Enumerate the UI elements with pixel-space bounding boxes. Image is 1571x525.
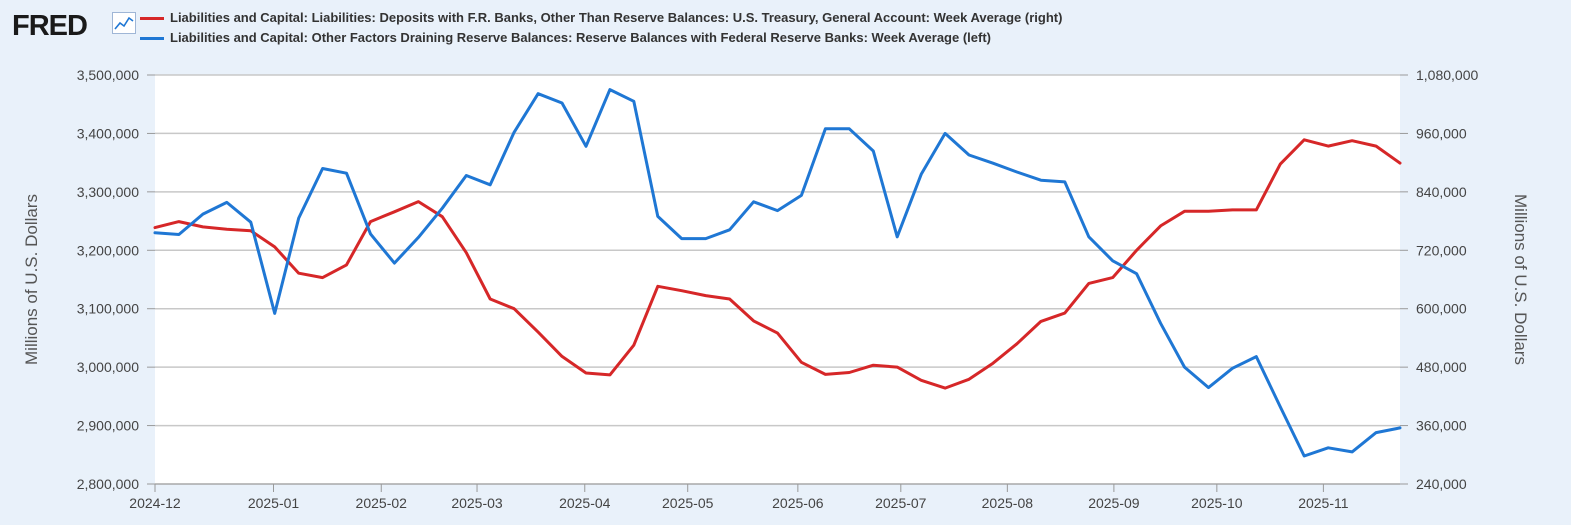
left-tick-label: 3,200,000 [77,242,139,258]
x-tick-label: 2025-01 [248,495,300,511]
left-tick-label: 3,500,000 [77,67,139,83]
x-tick-label: 2025-07 [875,495,927,511]
series-line-reserves[interactable] [153,88,1402,458]
x-tick-label: 2025-05 [662,495,714,511]
left-tick-label: 2,900,000 [77,418,139,434]
legend-label-reserves: Liabilities and Capital: Other Factors D… [170,30,991,45]
x-tick-label: 2024-12 [129,495,181,511]
right-tick-label: 840,000 [1416,184,1467,200]
x-tick-label: 2025-11 [1298,495,1349,511]
right-axis-title: Millions of U.S. Dollars [1511,194,1530,365]
x-tick-label: 2025-02 [356,495,408,511]
x-tick-label: 2025-10 [1191,495,1243,511]
legend-swatch-reserves [140,37,164,40]
x-axis: 2024-12 2025-01 2025-02 2025-03 2025-04 2025-… [129,483,1400,511]
x-tick-label: 2025-03 [451,495,503,511]
right-tick-label: 1,080,000 [1416,67,1478,83]
legend-item-reserves[interactable]: Liabilities and Capital: Other Factors D… [140,28,1062,48]
legend-item-treasury[interactable]: Liabilities and Capital: Liabilities: De… [140,8,1062,28]
left-tick-label: 3,400,000 [77,125,139,141]
legend-swatch-treasury [140,17,164,20]
series-line-treasury[interactable] [153,138,1402,390]
left-tick-label: 3,000,000 [77,359,139,375]
left-tick-label: 2,800,000 [77,476,139,492]
left-axis: 2,800,000 2,900,000 3,000,000 3,100,000 3,20… [77,67,155,492]
right-tick-label: 720,000 [1416,242,1467,258]
x-tick-label: 2025-04 [559,495,611,511]
right-axis: 240,000 360,000 480,000 600,000 720,000 840,0… [1400,67,1478,492]
plot-area [155,75,1400,484]
fred-logo[interactable]: FRED [12,10,88,42]
line-chart-icon [112,12,136,34]
series-layer [153,88,1402,458]
legend-label-treasury: Liabilities and Capital: Liabilities: De… [170,10,1063,25]
left-tick-label: 3,100,000 [77,301,139,317]
right-tick-label: 960,000 [1416,125,1467,141]
x-tick-label: 2025-08 [982,495,1034,511]
left-axis-title: Millions of U.S. Dollars [22,194,41,365]
left-tick-label: 3,300,000 [77,184,139,200]
x-tick-label: 2025-09 [1088,495,1140,511]
legend: Liabilities and Capital: Liabilities: De… [140,8,1062,48]
right-tick-label: 600,000 [1416,301,1467,317]
x-tick-label: 2025-06 [772,495,824,511]
right-tick-label: 360,000 [1416,418,1467,434]
right-tick-label: 240,000 [1416,476,1467,492]
right-tick-label: 480,000 [1416,359,1467,375]
